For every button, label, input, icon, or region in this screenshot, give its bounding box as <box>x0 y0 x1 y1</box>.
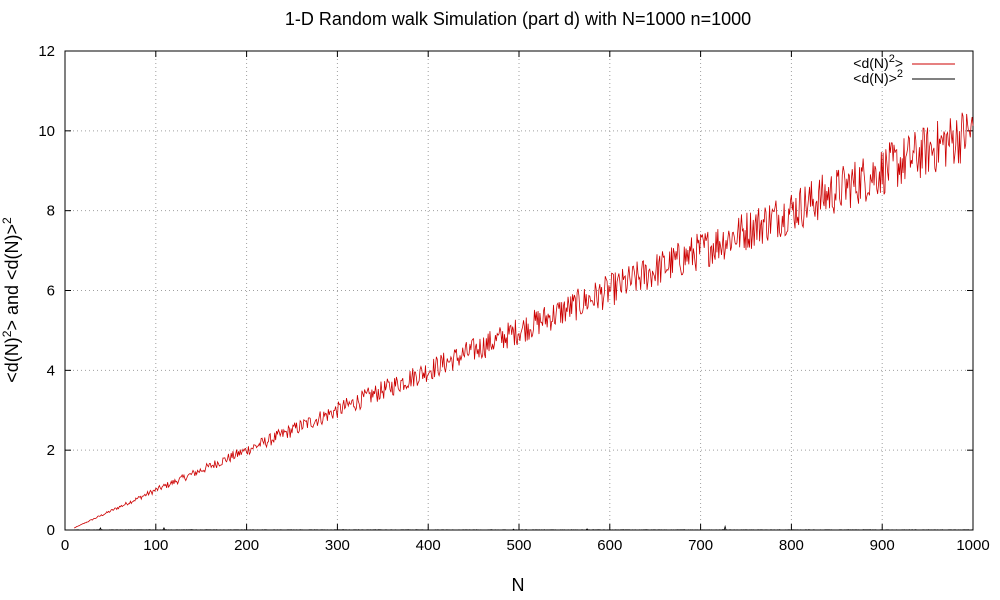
y-tick-label: 10 <box>38 123 55 140</box>
series-line-1 <box>73 524 974 531</box>
x-tick-label: 400 <box>416 537 441 554</box>
y-axis-label: <d(N)2> and <d(N)>2 <box>0 217 22 383</box>
x-tick-label: 700 <box>688 537 713 554</box>
series-line-0 <box>73 112 974 529</box>
y-tick-label: 8 <box>47 203 55 220</box>
grid-lines <box>65 51 973 530</box>
chart-title: 1-D Random walk Simulation (part d) with… <box>285 9 751 29</box>
x-tick-label: 200 <box>234 537 259 554</box>
series-layer <box>73 112 974 531</box>
axis-ticks: 0 100 200 300 400 500 600 700 800 900 1000 0 2 4 6 8 10 1… <box>38 43 989 554</box>
x-tick-label: 1000 <box>956 537 989 554</box>
y-tick-label: 0 <box>47 522 55 539</box>
x-tick-label: 0 <box>61 537 69 554</box>
y-axis-label-part2: > and <d(N)> <box>2 224 22 331</box>
x-tick-label: 100 <box>143 537 168 554</box>
x-tick-label: 500 <box>506 537 531 554</box>
y-tick-label: 12 <box>38 43 55 60</box>
y-tick-label: 4 <box>47 362 55 379</box>
y-axis-label-part1: <d(N) <box>2 337 22 383</box>
legend-label-square-mean: <d(N)>2 <box>853 68 903 86</box>
y-tick-label: 6 <box>47 283 55 300</box>
x-axis-label: N <box>512 575 525 595</box>
x-tick-label: 900 <box>870 537 895 554</box>
x-tick-label: 300 <box>325 537 350 554</box>
legend-label-mean-square: <d(N)2> <box>853 53 903 71</box>
legend: <d(N)2> <d(N)>2 <box>853 53 955 86</box>
y-axis-label-sup1: 2 <box>0 330 14 337</box>
y-tick-label: 2 <box>47 442 55 459</box>
x-tick-label: 600 <box>597 537 622 554</box>
y-axis-label-sup2: 2 <box>0 217 14 224</box>
x-tick-label: 800 <box>779 537 804 554</box>
